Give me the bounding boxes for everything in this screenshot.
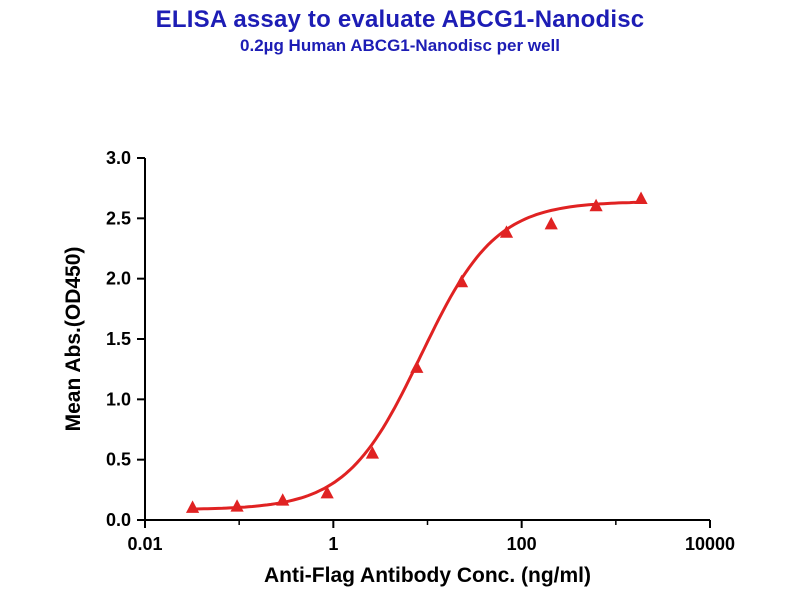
- y-axis-tick-label: 3.0: [106, 148, 131, 168]
- data-point-marker: [454, 274, 469, 288]
- data-point-marker: [589, 198, 603, 212]
- y-axis-tick-label: 2.0: [106, 269, 131, 289]
- x-axis-tick-label: 100: [507, 534, 537, 554]
- data-point-marker: [634, 191, 648, 204]
- data-point-marker: [185, 500, 200, 513]
- y-axis-tick-label: 0.0: [106, 510, 131, 530]
- y-axis-tick-label: 2.5: [106, 208, 131, 228]
- y-axis-tick-label: 1.5: [106, 329, 131, 349]
- x-axis-tick-label: 1: [328, 534, 338, 554]
- data-point-marker: [320, 485, 334, 499]
- data-point-marker: [365, 446, 380, 459]
- x-axis-tick-label: 10000: [685, 534, 735, 554]
- y-axis-tick-label: 1.0: [106, 389, 131, 409]
- data-point-marker: [410, 360, 424, 373]
- y-axis-tick-label: 0.5: [106, 450, 131, 470]
- data-point-marker: [230, 499, 244, 512]
- chart-title: ELISA assay to evaluate ABCG1-Nanodisc: [155, 6, 645, 33]
- data-point-marker: [276, 493, 290, 506]
- fit-curve: [191, 200, 643, 511]
- x-axis-tick-label: 0.01: [127, 534, 162, 554]
- data-point-marker: [544, 216, 558, 230]
- data-point-marker: [499, 225, 514, 238]
- chart-subtitle: 0.2µg Human ABCG1-Nanodisc per well: [240, 36, 560, 55]
- x-axis-title: Anti-Flag Antibody Conc. (ng/ml): [264, 564, 591, 587]
- y-axis-title: Mean Abs.(OD450): [62, 247, 85, 432]
